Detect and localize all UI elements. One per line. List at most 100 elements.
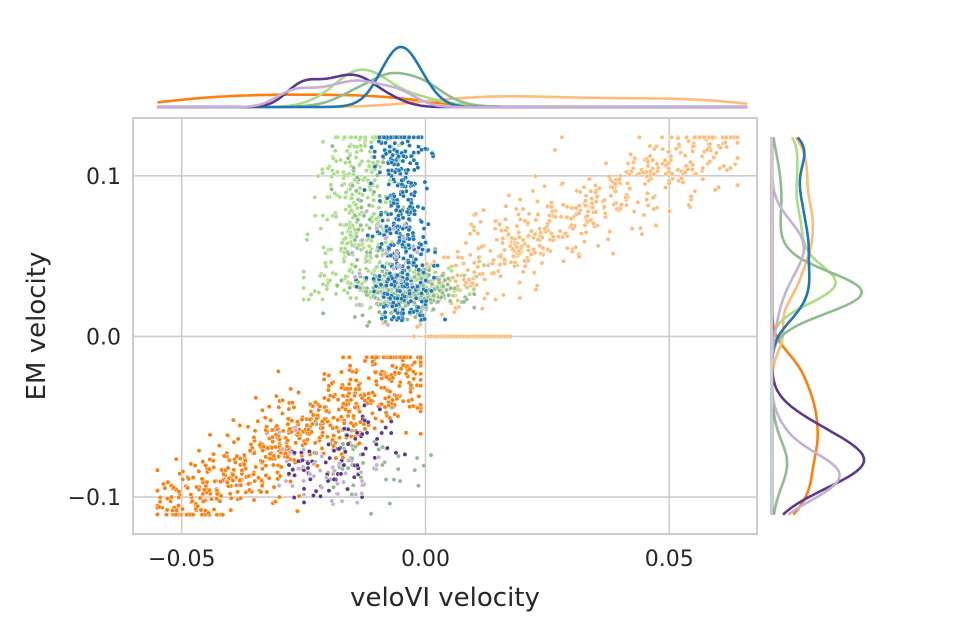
data-point [670, 176, 676, 182]
data-point [353, 369, 359, 375]
data-point [301, 500, 307, 505]
data-point [494, 237, 500, 243]
data-point [481, 262, 487, 268]
data-point [359, 237, 365, 243]
data-point [418, 242, 424, 248]
data-point [535, 237, 541, 243]
data-point [404, 281, 410, 287]
data-point [238, 482, 244, 488]
data-point [445, 276, 451, 282]
data-point [291, 457, 297, 463]
data-point [358, 469, 364, 475]
data-point [447, 298, 453, 304]
data-point [319, 484, 325, 490]
data-point [259, 466, 265, 472]
data-point [412, 189, 418, 195]
data-point [342, 134, 348, 140]
data-point [374, 253, 380, 259]
data-point [499, 228, 505, 234]
data-point [686, 202, 692, 208]
data-point [476, 258, 482, 264]
data-point [470, 280, 476, 286]
data-point [395, 466, 401, 472]
data-point [371, 154, 377, 160]
data-point [280, 446, 286, 452]
data-point [581, 239, 587, 245]
data-point [294, 419, 300, 425]
data-point [348, 134, 354, 140]
data-point [383, 250, 389, 256]
data-point [179, 506, 185, 512]
data-point [669, 134, 674, 140]
data-point [352, 444, 358, 450]
data-point [637, 225, 643, 231]
data-point [359, 478, 365, 484]
data-point [663, 171, 669, 177]
data-point [426, 267, 432, 273]
cluster-lavender [276, 208, 420, 507]
data-point [682, 169, 688, 175]
data-point [365, 232, 371, 238]
data-point [252, 428, 258, 434]
data-point [269, 434, 275, 440]
data-point [426, 272, 432, 278]
data-point [596, 185, 602, 191]
data-point [263, 463, 269, 469]
plot-frame [132, 117, 758, 535]
data-point [388, 430, 394, 436]
data-point [338, 369, 344, 375]
data-point [399, 140, 405, 146]
data-point [485, 263, 491, 268]
data-point [325, 194, 331, 200]
data-point [418, 402, 424, 408]
data-point [276, 494, 282, 500]
data-point [722, 140, 728, 145]
data-point [222, 453, 227, 459]
data-point [425, 221, 431, 227]
data-point [408, 253, 414, 259]
data-point [660, 146, 666, 152]
data-point [260, 448, 266, 454]
data-point [568, 216, 574, 222]
data-point [371, 197, 377, 203]
data-point [304, 237, 310, 243]
right-kde-green [770, 137, 864, 515]
data-point [455, 249, 461, 255]
data-point [711, 155, 717, 160]
data-point [611, 201, 617, 207]
data-point [349, 242, 355, 248]
data-point [546, 213, 552, 218]
data-point [644, 197, 650, 203]
data-point [402, 222, 407, 228]
data-point [198, 507, 204, 513]
data-point [389, 405, 395, 411]
data-point [539, 234, 545, 240]
data-point [395, 183, 401, 188]
data-point [326, 442, 332, 447]
data-point [289, 400, 295, 406]
data-point [440, 283, 446, 289]
data-point [533, 217, 539, 223]
data-point [425, 247, 431, 253]
data-point [361, 213, 367, 219]
data-point [506, 231, 512, 237]
data-point [203, 462, 209, 468]
data-point [412, 467, 418, 473]
data-point [438, 294, 444, 300]
data-point [647, 168, 653, 174]
data-point [171, 484, 177, 490]
data-point [351, 165, 357, 171]
data-point [318, 493, 324, 499]
data-point [317, 467, 323, 473]
data-point [192, 463, 198, 468]
data-point [378, 282, 384, 288]
data-point [617, 176, 622, 182]
data-point [230, 477, 236, 483]
data-point [380, 444, 386, 450]
data-point [435, 299, 441, 305]
data-point [376, 139, 382, 144]
data-point [156, 504, 162, 510]
data-point [368, 254, 373, 260]
data-point [588, 217, 594, 223]
data-point [372, 415, 378, 421]
